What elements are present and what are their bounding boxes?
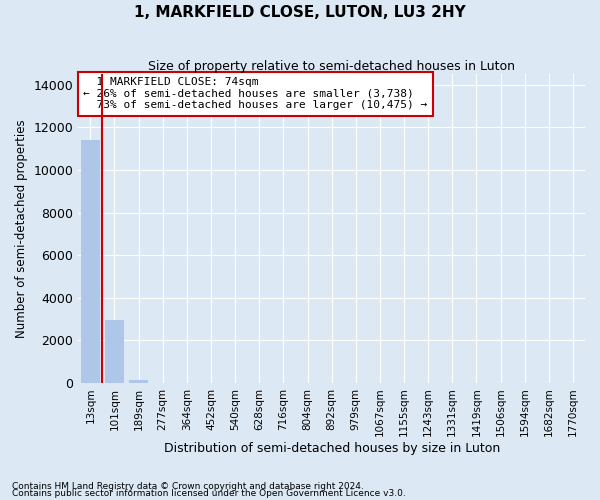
X-axis label: Distribution of semi-detached houses by size in Luton: Distribution of semi-detached houses by … [164,442,500,455]
Y-axis label: Number of semi-detached properties: Number of semi-detached properties [15,119,28,338]
Bar [129,380,148,383]
Title: Size of property relative to semi-detached houses in Luton: Size of property relative to semi-detach… [148,60,515,73]
Text: 1 MARKFIELD CLOSE: 74sqm
← 26% of semi-detached houses are smaller (3,738)
  73%: 1 MARKFIELD CLOSE: 74sqm ← 26% of semi-d… [83,78,428,110]
Bar [105,320,124,383]
Bar [81,140,100,383]
Text: 1, MARKFIELD CLOSE, LUTON, LU3 2HY: 1, MARKFIELD CLOSE, LUTON, LU3 2HY [134,5,466,20]
Text: Contains public sector information licensed under the Open Government Licence v3: Contains public sector information licen… [12,490,406,498]
Text: Contains HM Land Registry data © Crown copyright and database right 2024.: Contains HM Land Registry data © Crown c… [12,482,364,491]
